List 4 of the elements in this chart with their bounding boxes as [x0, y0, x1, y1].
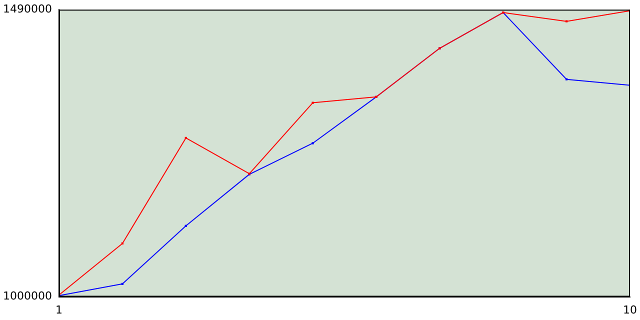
y-tick-label: 1490000 [2, 2, 52, 16]
x-tick-label: 10 [623, 303, 637, 316]
x-tick-label: 1 [55, 303, 62, 316]
y-tick-label: 1000000 [2, 290, 52, 303]
